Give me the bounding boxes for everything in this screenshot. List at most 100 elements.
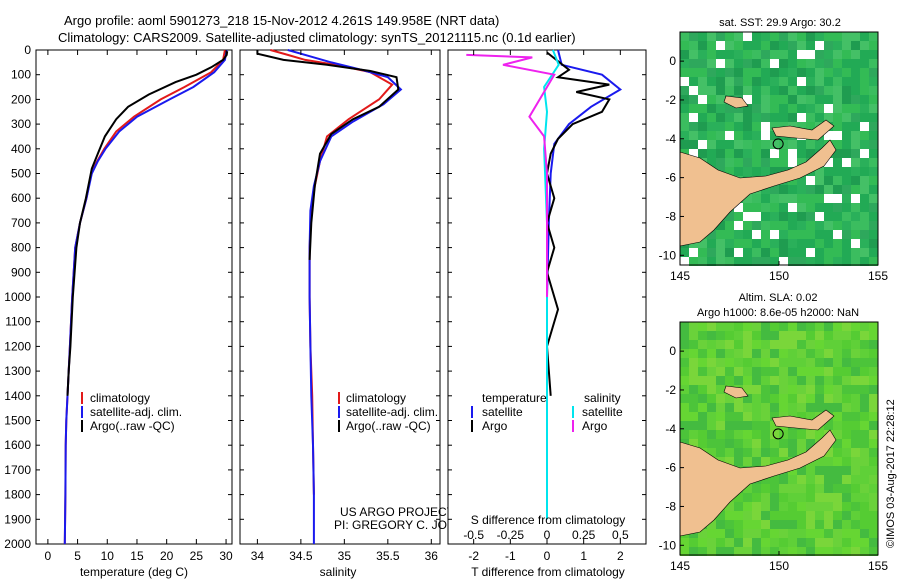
map-cell: [689, 394, 698, 403]
map-cell: [761, 203, 770, 212]
map-cell: [770, 59, 779, 68]
map-cell: [707, 131, 716, 140]
map-cell: [797, 385, 806, 394]
map-cell: [761, 502, 770, 511]
map-cell: [806, 385, 815, 394]
map-cell: [788, 511, 797, 520]
map-cell: [752, 394, 761, 403]
map-cell: [833, 502, 842, 511]
map-cell: [698, 385, 707, 394]
map-cell: [734, 349, 743, 358]
map-cell: [833, 59, 842, 68]
map-cell: [716, 385, 725, 394]
map-cell: [842, 394, 851, 403]
map-cell: [761, 230, 770, 239]
map-cell: [833, 239, 842, 248]
map-cell: [833, 421, 842, 430]
map-cell: [707, 77, 716, 86]
map-cell: [779, 538, 788, 547]
depth-tick-label: 1200: [4, 339, 31, 353]
map-cell: [734, 248, 743, 257]
map-cell: [698, 367, 707, 376]
map-cell: [680, 385, 689, 394]
map-cell: [689, 257, 698, 266]
series-line-salinity-satellite: [543, 49, 560, 520]
map-cell: [734, 167, 743, 176]
map-cell: [851, 185, 860, 194]
map-cell: [725, 257, 734, 266]
map-cell: [761, 457, 770, 466]
map-cell: [725, 403, 734, 412]
map-cell: [752, 457, 761, 466]
map-cell: [716, 158, 725, 167]
map-cell: [860, 358, 869, 367]
map-cell: [851, 367, 860, 376]
map-cell: [779, 376, 788, 385]
map-cell: [743, 203, 752, 212]
map-cell: [788, 113, 797, 122]
map-cell: [815, 50, 824, 59]
map-cell: [689, 340, 698, 349]
map-cell: [788, 50, 797, 59]
map-cell: [815, 95, 824, 104]
map-cell: [761, 322, 770, 331]
map-cell: [734, 547, 743, 556]
map-cell: [824, 50, 833, 59]
map-cell: [815, 248, 824, 257]
map-cell: [707, 59, 716, 68]
map-cell: [752, 376, 761, 385]
depth-tick-label: 100: [11, 68, 31, 82]
map-cell: [833, 367, 842, 376]
x-tick-label: -1: [505, 549, 516, 563]
map-cell: [734, 221, 743, 230]
x-tick-label: 20: [160, 549, 174, 563]
map-cell: [860, 511, 869, 520]
map-cell: [788, 140, 797, 149]
map-cell: [842, 230, 851, 239]
map-cell: [824, 239, 833, 248]
map-cell: [689, 59, 698, 68]
map-cell: [788, 212, 797, 221]
map-cell: [752, 212, 761, 221]
map-cell: [779, 32, 788, 41]
x-tick-label: 5: [74, 549, 81, 563]
map-cell: [689, 50, 698, 59]
map-cell: [734, 122, 743, 131]
copyright-stamp: ©IMOS 03-Aug-2017 22:28:12: [885, 399, 897, 548]
depth-tick-label: 900: [11, 265, 31, 279]
map-cell: [833, 122, 842, 131]
map-cell: [680, 41, 689, 50]
map-cell: [734, 367, 743, 376]
map-cell: [824, 86, 833, 95]
map-cell: [842, 376, 851, 385]
map-cell: [851, 421, 860, 430]
map-cell: [842, 367, 851, 376]
map-cell: [725, 421, 734, 430]
map-cell: [743, 221, 752, 230]
map-cell: [806, 493, 815, 502]
map-cell: [770, 95, 779, 104]
x-tick-label: 36: [425, 549, 439, 563]
map-cell: [761, 158, 770, 167]
map-cell: [734, 394, 743, 403]
map-cell: [716, 257, 725, 266]
map-cell: [680, 257, 689, 266]
map-cell: [725, 331, 734, 340]
map-cell: [869, 322, 878, 331]
map-cell: [869, 358, 878, 367]
map-cell: [743, 457, 752, 466]
map-y-tick-label: -4: [665, 132, 676, 146]
map-cell: [851, 140, 860, 149]
temperature-legend: climatology satellite-adj. clim. Argo(..…: [81, 391, 182, 433]
map-cell: [779, 104, 788, 113]
map-cell: [788, 239, 797, 248]
map-cell: [725, 547, 734, 556]
map-cell: [689, 140, 698, 149]
map-cell: [869, 203, 878, 212]
map-cell: [797, 412, 806, 421]
map-cell: [761, 529, 770, 538]
map-cell: [869, 466, 878, 475]
map-cell: [734, 131, 743, 140]
map-cell: [833, 176, 842, 185]
map-cell: [779, 230, 788, 239]
